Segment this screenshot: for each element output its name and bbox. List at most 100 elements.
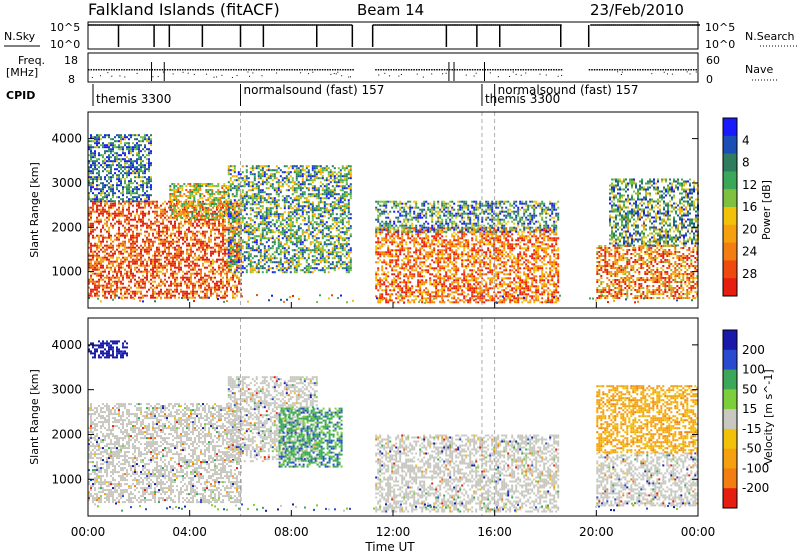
heatmap-cell: [337, 197, 340, 200]
heatmap-cell: [231, 233, 234, 236]
heatmap-cell: [265, 179, 268, 182]
heatmap-cell: [291, 257, 294, 260]
freq-point: [293, 69, 296, 71]
heatmap-cell: [301, 269, 304, 272]
heatmap-cell: [337, 235, 340, 238]
heatmap-cell: [202, 258, 204, 261]
heatmap-cell: [96, 268, 98, 271]
heatmap-cell: [301, 191, 304, 194]
heatmap-cell: [345, 193, 348, 196]
heatmap-cell: [192, 286, 194, 289]
heatmap-cell: [234, 292, 236, 295]
heatmap-cell: [187, 195, 190, 197]
freq-point: [377, 69, 380, 71]
heatmap-cell: [192, 266, 194, 269]
heatmap-cell: [309, 243, 312, 246]
heatmap-cell: [88, 254, 90, 257]
heatmap-cell: [190, 268, 192, 271]
heatmap-cell: [142, 260, 144, 263]
heatmap-cell: [206, 222, 208, 225]
heatmap-cell: [205, 203, 208, 205]
heatmap-cell: [138, 220, 140, 223]
heatmap-cell: [345, 215, 348, 218]
heatmap-cell: [136, 204, 138, 207]
heatmap-cell: [218, 266, 220, 269]
heatmap-cell: [158, 270, 160, 273]
heatmap-cell: [94, 262, 96, 265]
nave-point: [473, 75, 475, 77]
heatmap-cell: [325, 239, 328, 242]
freq-point: [413, 69, 415, 71]
heatmap-cell: [327, 271, 330, 274]
heatmap-cell: [247, 201, 250, 204]
heatmap-cell: [200, 278, 202, 281]
heatmap-cell: [349, 193, 352, 196]
heatmap-cell: [232, 294, 234, 297]
heatmap-cell: [209, 185, 212, 187]
heatmap-cell: [90, 222, 92, 225]
heatmap-cell: [297, 207, 300, 210]
heatmap-cell: [144, 206, 146, 209]
heatmap-cell: [243, 193, 246, 196]
heatmap-cell: [186, 248, 188, 251]
heatmap-cell: [120, 262, 122, 265]
heatmap-cell: [235, 213, 238, 216]
heatmap-cell: [234, 280, 236, 283]
heatmap-cell: [269, 183, 272, 186]
heatmap-cell: [176, 244, 178, 247]
heatmap-cell: [277, 261, 280, 264]
heatmap-cell: [259, 261, 262, 264]
heatmap-cell: [227, 261, 230, 264]
heatmap-cell: [297, 241, 300, 244]
heatmap-cell: [128, 252, 130, 255]
heatmap-cell: [237, 231, 240, 234]
heatmap-cell: [240, 272, 242, 275]
heatmap-cell: [299, 263, 302, 266]
heatmap-cell: [136, 252, 138, 255]
heatmap-cell: [210, 240, 212, 243]
heatmap-cell: [377, 299, 380, 302]
heatmap-cell: [291, 249, 294, 252]
heatmap-cell: [291, 261, 294, 264]
freq-point: [197, 69, 199, 71]
heatmap-cell: [303, 217, 306, 220]
heatmap-cell: [144, 270, 146, 273]
heatmap-cell: [186, 292, 188, 295]
heatmap-cell: [289, 229, 292, 232]
heatmap-cell: [313, 175, 316, 178]
heatmap-cell: [241, 271, 244, 274]
heatmap-cell: [229, 185, 232, 188]
heatmap-cell: [154, 266, 156, 269]
heatmap-cell: [273, 211, 276, 214]
heatmap-cell: [327, 213, 330, 216]
heatmap-cell: [317, 203, 320, 206]
heatmap-cell: [202, 246, 204, 249]
heatmap-cell: [220, 282, 222, 285]
heatmap-cell: [152, 258, 154, 261]
heatmap-cell: [307, 247, 310, 250]
heatmap-cell: [335, 193, 338, 196]
heatmap-cell: [231, 239, 234, 242]
heatmap-cell: [158, 250, 160, 253]
heatmap-cell: [277, 185, 280, 188]
heatmap-cell: [226, 266, 228, 269]
heatmap-cell: [200, 242, 202, 245]
heatmap-cell: [158, 236, 160, 239]
heatmap-cell: [194, 226, 196, 229]
heatmap-cell: [319, 199, 322, 202]
heatmap-cell: [90, 224, 92, 227]
heatmap-cell: [148, 246, 150, 249]
heatmap-cell: [383, 289, 386, 292]
heatmap-cell: [150, 286, 152, 289]
heatmap-cell: [168, 240, 170, 243]
heatmap-cell: [303, 201, 306, 204]
heatmap-cell: [237, 249, 240, 252]
heatmap-cell: [325, 165, 328, 168]
heatmap-cell: [178, 228, 180, 231]
heatmap-cell: [236, 264, 238, 267]
heatmap-cell: [222, 224, 224, 227]
heatmap-cell: [237, 253, 240, 256]
nave-point: [384, 72, 386, 74]
heatmap-cell: [162, 268, 164, 271]
heatmap-cell: [130, 264, 132, 267]
